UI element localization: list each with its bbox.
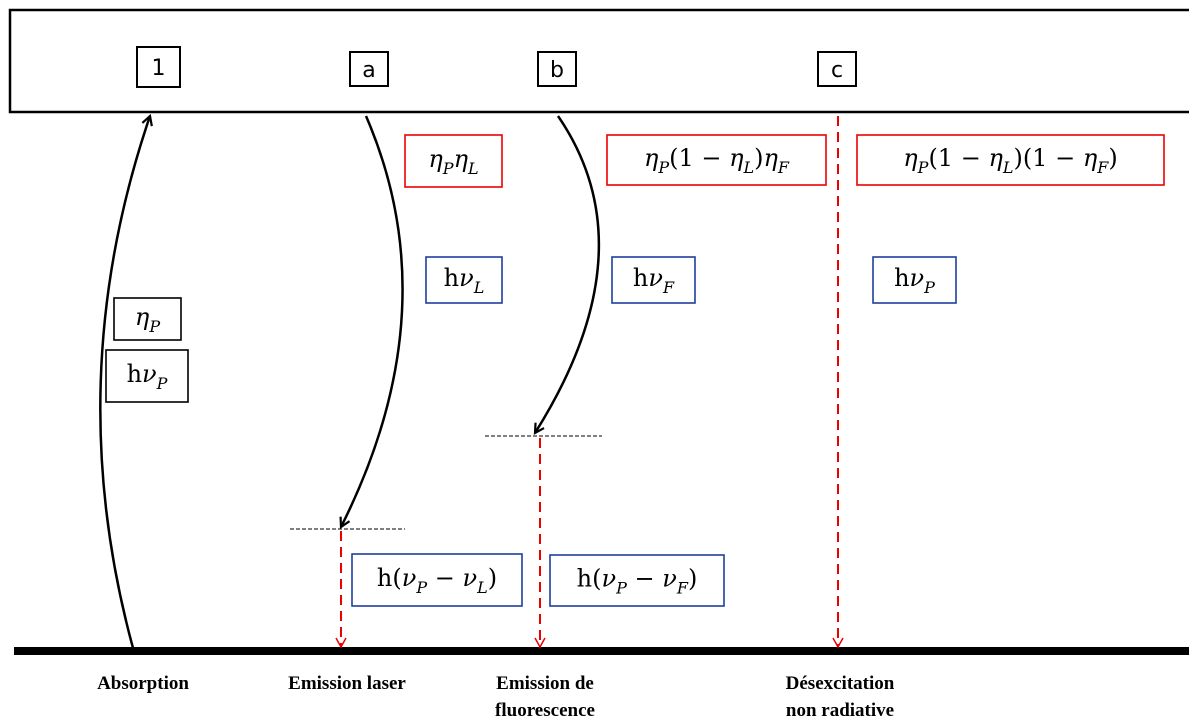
formula-subscript: L <box>467 159 479 178</box>
formula-symbol: η <box>988 144 1003 172</box>
formula-box <box>549 554 725 607</box>
formula-subscript: F <box>676 579 689 598</box>
formula-box <box>872 256 957 304</box>
formula-text: (1 − <box>669 144 729 172</box>
formula-symbol: η <box>135 303 150 331</box>
formula-subscript: L <box>476 578 488 597</box>
formula-symbol: η <box>903 144 918 172</box>
formula-subscript: P <box>415 578 427 597</box>
formula-subscript: P <box>442 159 454 178</box>
formula-symbol: η <box>764 144 779 172</box>
formula-symbol: η <box>1083 144 1098 172</box>
formula-box <box>113 297 182 341</box>
formula: ηP <box>135 303 160 336</box>
formula: hνP <box>127 360 168 393</box>
formula: hνL <box>444 264 485 297</box>
formula-symbol: ν <box>459 264 474 292</box>
formula-box <box>404 134 503 188</box>
formula-symbol: ν <box>142 360 157 388</box>
formula-symbol: η <box>644 144 659 172</box>
caption: Emission laser <box>288 673 406 694</box>
formula-text: h( <box>577 565 602 593</box>
formula: ηP(1 − ηL)(1 − ηF) <box>903 144 1117 177</box>
formula-text: − <box>627 565 662 593</box>
formula-text: h <box>127 360 142 388</box>
caption: non radiative <box>786 700 894 718</box>
formula-text: h <box>894 264 909 292</box>
formula-subscript: L <box>743 158 755 177</box>
formula-text: − <box>427 564 462 592</box>
formula-text: )(1 − <box>1013 144 1082 172</box>
level-box <box>817 51 857 87</box>
formula: ηPηL <box>428 145 478 178</box>
formula: hνP <box>894 264 935 297</box>
caption: fluorescence <box>495 700 595 718</box>
formula: h(νP − νF) <box>577 565 698 598</box>
formula-symbol: η <box>428 145 443 173</box>
formula-subscript: P <box>917 158 929 177</box>
formula-subscript: F <box>777 158 790 177</box>
level-label: a <box>362 58 375 83</box>
formula-subscript: P <box>923 278 935 297</box>
caption: Absorption <box>97 673 189 694</box>
caption: Emission de <box>496 673 594 694</box>
formula-text: ) <box>1108 144 1117 172</box>
formula: h(νP − νL) <box>377 564 497 597</box>
level-label: c <box>831 58 843 83</box>
formula-symbol: η <box>454 145 469 173</box>
level-box <box>136 46 181 88</box>
formula-box <box>351 553 523 607</box>
formula-subscript: L <box>1002 158 1014 177</box>
formula-text: ) <box>688 565 697 593</box>
formula-box <box>611 256 696 304</box>
formula-subscript: F <box>662 278 675 297</box>
formula: hνF <box>633 264 675 297</box>
level-label: 1 <box>152 56 166 81</box>
formula-symbol: ν <box>462 564 477 592</box>
caption: Désexcitation <box>786 673 895 694</box>
formula-text: h <box>444 264 459 292</box>
absorption-arrow <box>99 116 150 649</box>
formula-text: ) <box>488 564 497 592</box>
formula-symbol: ν <box>402 564 417 592</box>
formula-subscript: P <box>156 374 168 393</box>
formula-symbol: η <box>729 144 744 172</box>
level-label: b <box>550 58 564 83</box>
formula-symbol: ν <box>602 565 617 593</box>
fluo-arrow <box>535 115 601 433</box>
formula-subscript: L <box>473 278 485 297</box>
formula-text: h( <box>377 564 402 592</box>
formula-symbol: ν <box>648 264 663 292</box>
level-box <box>537 51 577 87</box>
formula-box <box>105 349 189 403</box>
formula-symbol: ν <box>662 565 677 593</box>
level-box <box>349 51 389 87</box>
formula-text: ) <box>754 144 763 172</box>
formula-text: h <box>633 264 648 292</box>
laser-arrow <box>341 115 404 527</box>
formula-subscript: F <box>1096 158 1109 177</box>
formula-text: (1 − <box>928 144 988 172</box>
formula-box <box>425 256 503 304</box>
formula-box <box>856 134 1165 186</box>
formula-subscript: P <box>657 158 669 177</box>
formula-symbol: ν <box>910 264 925 292</box>
formula: ηP(1 − ηL)ηF <box>644 144 790 177</box>
excited-level <box>8 8 1189 114</box>
formula-subscript: P <box>615 579 627 598</box>
formula-box <box>606 134 827 186</box>
formula-subscript: P <box>148 317 160 336</box>
